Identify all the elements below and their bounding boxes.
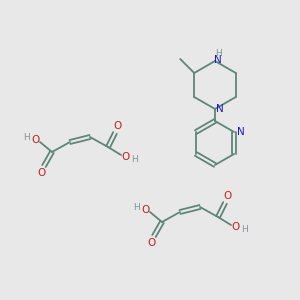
Text: O: O	[122, 152, 130, 162]
Text: O: O	[232, 222, 240, 232]
Text: H: H	[134, 203, 140, 212]
Text: O: O	[223, 191, 231, 201]
Text: H: H	[130, 154, 137, 164]
Text: O: O	[148, 238, 156, 248]
Text: N: N	[214, 55, 222, 65]
Text: N: N	[216, 104, 224, 114]
Text: O: O	[141, 205, 149, 215]
Text: H: H	[24, 134, 30, 142]
Text: O: O	[31, 135, 39, 145]
Text: H: H	[241, 224, 248, 233]
Text: O: O	[113, 121, 121, 131]
Text: N: N	[237, 127, 245, 137]
Text: H: H	[214, 50, 221, 58]
Text: O: O	[38, 168, 46, 178]
